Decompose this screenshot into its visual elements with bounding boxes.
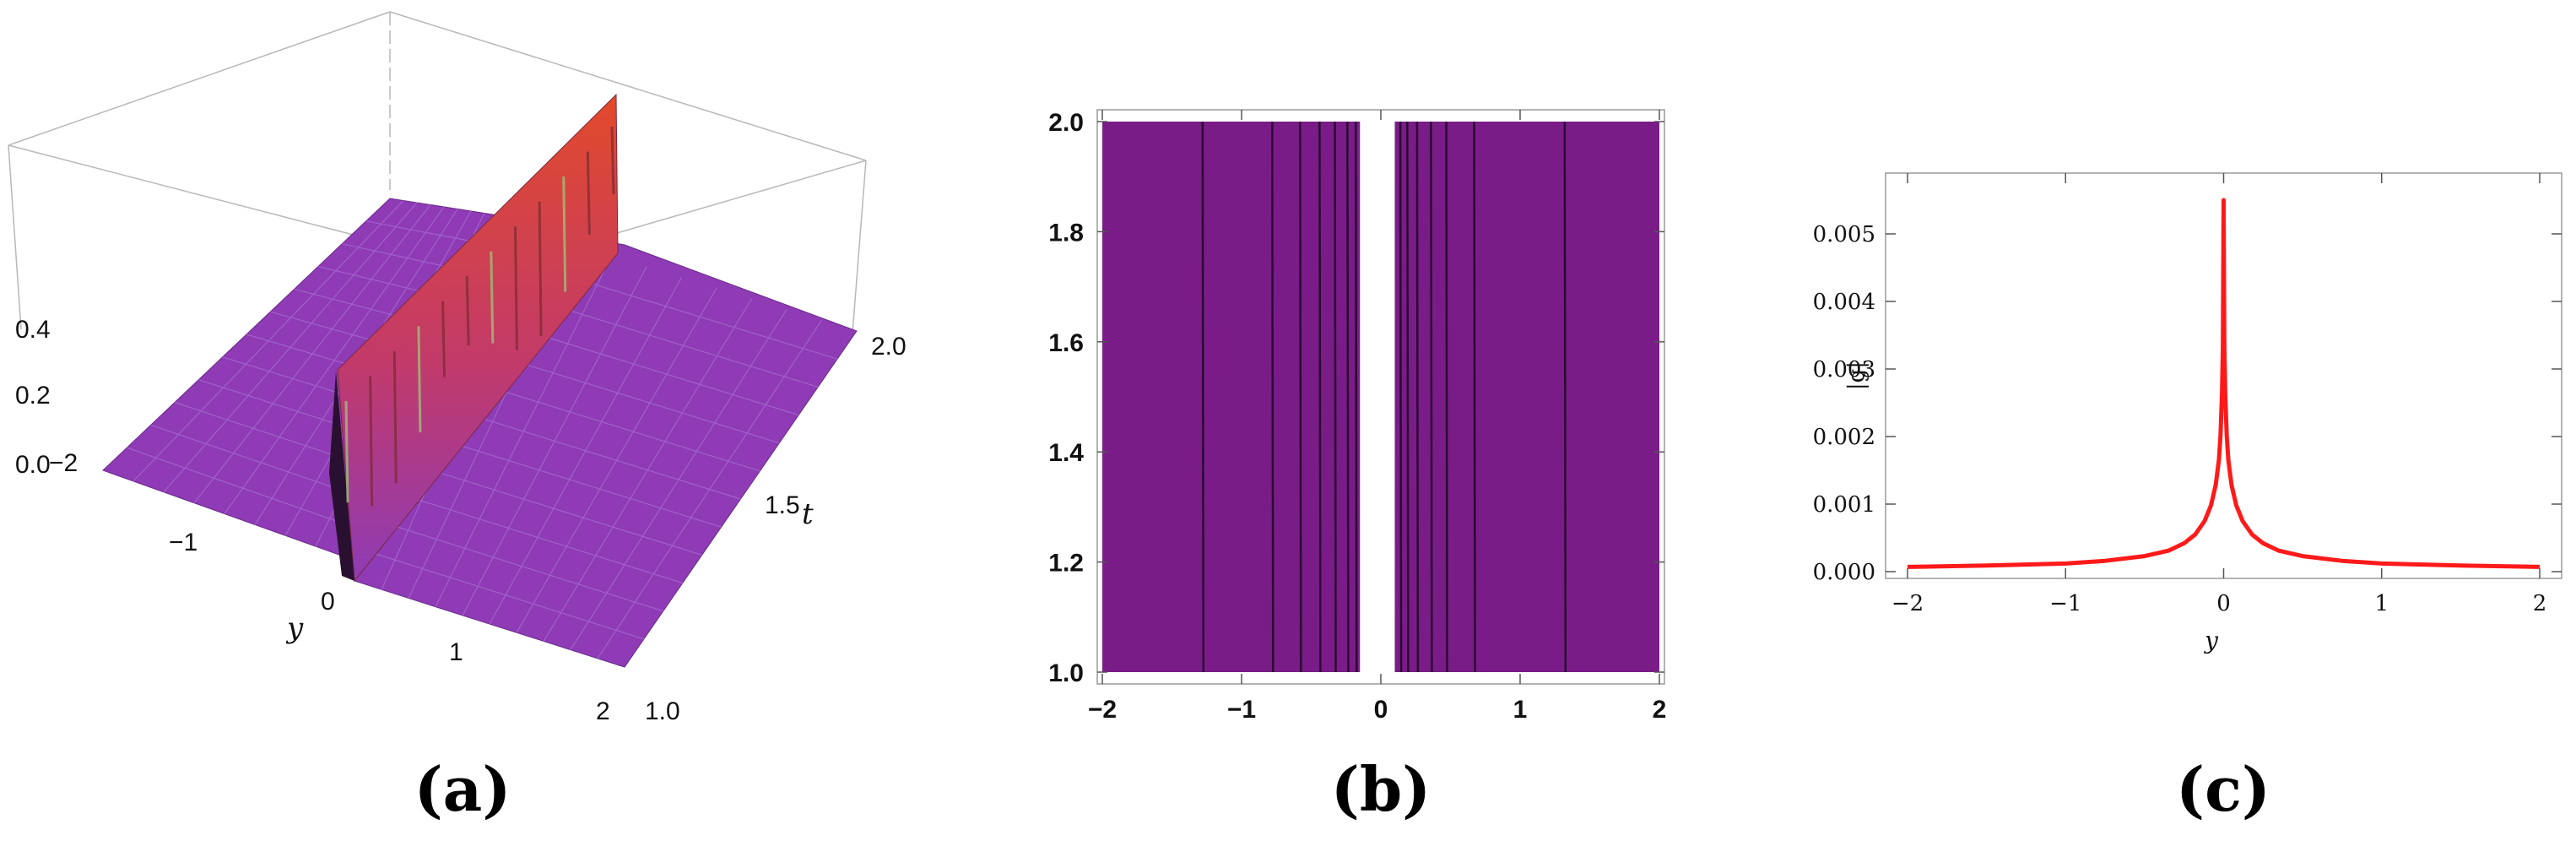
panel-a-z-tick: 0.2 — [15, 382, 51, 410]
panel-a-z-tick: 0.4 — [15, 316, 51, 344]
panel-b-contour-line — [1415, 121, 1420, 673]
panel-c-x-tick-label: −2 — [1891, 591, 1924, 616]
panel-c-x-tick-label: −1 — [2049, 591, 2081, 616]
panel-b-contour-line — [1399, 121, 1403, 673]
panel-b-y-tick-label: 1.4 — [1048, 439, 1084, 467]
panel-a-ridge-streaks — [344, 126, 615, 507]
panel-c-x-axis-label: y — [2203, 627, 2219, 654]
panel-a-t-ticks: 1.0 1.5 2.0 — [645, 333, 906, 725]
panel-label-b: (b) — [1331, 753, 1431, 825]
panel-a-y-tick: −2 — [49, 449, 78, 477]
panel-c-y-tick-label: 0.001 — [1813, 492, 1875, 518]
panel-b-x-tick-label: −2 — [1088, 696, 1117, 724]
panel-a-mesh-line — [489, 277, 683, 625]
panel-a-mesh-line — [543, 298, 753, 642]
panel-b-contour-line — [1445, 121, 1448, 673]
panel-b-y-tick-label: 1.8 — [1048, 219, 1084, 247]
panel-c-x-tick-label: 1 — [2374, 591, 2389, 616]
panel-b-x-tick-label: 1 — [1513, 696, 1528, 724]
panel-a-ridge-streak — [513, 226, 518, 350]
panel-a-ridge-streak — [610, 126, 615, 195]
panel-b-contour-line — [1406, 121, 1410, 673]
panel-b-contour-line — [1346, 121, 1350, 673]
panel-a-mesh-line — [516, 287, 717, 633]
panel-b-fill-regions — [1102, 122, 1659, 672]
panel-b-x-tick-label: −1 — [1227, 696, 1256, 724]
panel-a-mesh-line — [127, 447, 360, 529]
panel-a-t-tick: 2.0 — [871, 333, 906, 361]
panel-c-x-ticks: −2 −1 0 1 2 — [1891, 173, 2546, 616]
panel-a-ridge-streak — [586, 151, 591, 235]
panel-a-ridge-streak — [441, 301, 446, 377]
panel-b-y-tick-label: 1.0 — [1048, 659, 1084, 687]
panel-label-a: (a) — [414, 753, 511, 825]
panel-c-x-tick-label: 2 — [2533, 591, 2547, 616]
panel-a-ridge-streak — [392, 350, 398, 484]
panel-c-y-tick-label: 0.003 — [1813, 357, 1875, 383]
panel-a-mesh-line — [462, 266, 647, 616]
panel-a-y-tick: −1 — [169, 529, 198, 556]
panel-c-y-tick-label: 0.002 — [1813, 425, 1875, 450]
panel-c-y-ticks: 0.000 0.001 0.002 0.003 0.004 0.005 — [1813, 222, 2562, 585]
panel-a-ridge-streak — [538, 201, 543, 337]
panel-c-y-axis-label: |g| — [1844, 361, 1870, 390]
panel-b-y-tick-label: 1.6 — [1048, 329, 1084, 357]
panel-b-x-tick-label: 2 — [1653, 696, 1667, 724]
panel-a-y-ticks: −2 −1 0 1 2 — [49, 449, 610, 725]
panel-b-contour-line — [1318, 121, 1322, 673]
panel-b-contour-line — [1201, 121, 1205, 673]
panel-a-ridge-streak — [344, 400, 349, 503]
panel-a-y-tick: 1 — [449, 638, 463, 666]
panel-a-surface-plot: 0.4 0.2 0.0 −2 −1 0 1 2 y 1.0 1.5 2.0 t — [8, 11, 906, 725]
panel-b-contour-plot: −2 −1 0 1 2 1.0 1.2 1.4 1.6 1.8 2.0 — [1048, 109, 1666, 724]
panel-a-z-ticks: 0.4 0.2 0.0 — [15, 316, 51, 479]
panel-a-ridge-streak — [465, 276, 470, 345]
panel-a-t-tick: 1.0 — [645, 697, 680, 725]
panel-a-ridge-shadow — [329, 372, 354, 581]
panel-b-contour-lines — [1201, 121, 1567, 673]
panel-b-region-left — [1102, 122, 1361, 672]
panel-c-y-tick-label: 0.004 — [1813, 290, 1875, 315]
panel-c-y-tick-label: 0.000 — [1813, 560, 1875, 585]
panel-b-x-tick-label: 0 — [1374, 696, 1388, 724]
panel-a-y-axis-label: y — [285, 611, 304, 645]
panel-b-y-ticks: 1.0 1.2 1.4 1.6 1.8 2.0 — [1048, 109, 1664, 687]
panel-b-contour-line — [1271, 121, 1274, 673]
panel-a-ridge-streak — [562, 176, 567, 292]
panel-a-ridge-streak — [417, 326, 422, 433]
panel-a-t-axis-label: t — [802, 497, 814, 531]
panel-c-line-plot: −2 −1 0 1 2 0.000 0.001 0.002 0.003 0.004 0.005 y… — [1813, 172, 2562, 654]
panel-c-x-tick-label: 0 — [2216, 591, 2231, 616]
panel-b-x-ticks: −2 −1 0 1 2 — [1088, 110, 1666, 724]
panel-a-mesh-line — [365, 220, 486, 245]
panel-b-contour-line — [1334, 121, 1337, 673]
panel-b-contour-line — [1563, 121, 1567, 673]
panel-a-y-tick: 0 — [321, 588, 335, 616]
panel-a-y-tick: 2 — [596, 697, 610, 725]
panel-b-y-tick-label: 2.0 — [1048, 109, 1084, 137]
panel-a-mesh-line — [435, 255, 613, 607]
panel-a-ridge-streak — [369, 376, 374, 507]
panel-b-y-tick-label: 1.2 — [1048, 550, 1084, 578]
panel-a-ridge-wall — [337, 93, 619, 583]
panel-label-c: (c) — [2176, 753, 2270, 825]
panel-b-contour-line — [1299, 121, 1302, 673]
panel-c-series-line — [1907, 198, 2541, 569]
panel-b-region-right — [1394, 122, 1659, 672]
panel-a-z-tick: 0.0 — [15, 451, 51, 479]
panel-a-t-tick: 1.5 — [765, 491, 800, 519]
panel-a-ridge-streak — [490, 251, 495, 344]
panel-c-y-tick-label: 0.005 — [1813, 222, 1875, 247]
panel-a-mesh-line — [597, 319, 823, 659]
panel-a-mesh-line — [570, 309, 787, 650]
